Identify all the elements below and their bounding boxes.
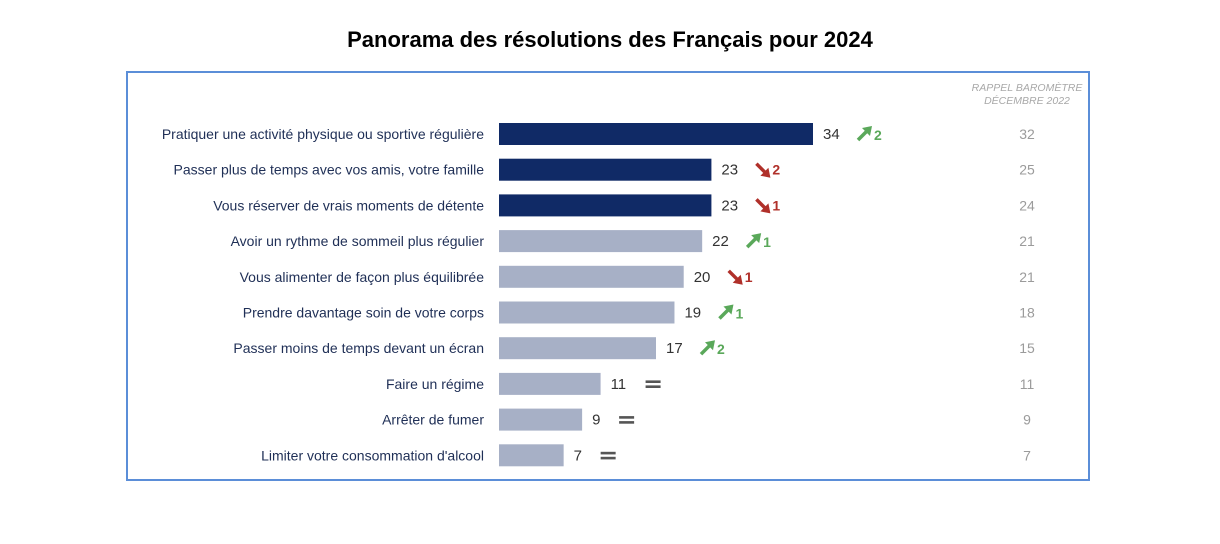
- bar: [499, 194, 712, 217]
- trend-up-arrowhead: [705, 340, 715, 351]
- data-label: 11: [611, 376, 627, 393]
- bar: [499, 408, 583, 431]
- evolution-value: 1: [772, 197, 780, 213]
- reference-value: 7: [1023, 447, 1031, 463]
- data-label: 23: [721, 197, 738, 214]
- bar: [499, 444, 564, 467]
- chart-title: Panorama des résolutions des Français po…: [347, 27, 873, 52]
- category-label: Pratiquer une activité physique ou sport…: [162, 126, 484, 142]
- bar: [499, 265, 684, 288]
- bar: [499, 301, 675, 324]
- equal-icon: [600, 451, 616, 455]
- bar: [499, 230, 703, 253]
- category-label: Passer plus de temps avec vos amis, votr…: [174, 162, 485, 178]
- reference-value: 25: [1019, 162, 1035, 178]
- bar: [499, 337, 656, 360]
- data-label: 34: [823, 126, 840, 143]
- equal-icon: [645, 385, 661, 388]
- reference-header-line: DÉCEMBRE 2022: [984, 94, 1070, 107]
- equal-icon: [600, 456, 616, 460]
- category-label: Vous alimenter de façon plus équilibrée: [240, 269, 485, 285]
- evolution-value: 1: [763, 234, 771, 250]
- reference-value: 9: [1023, 412, 1031, 428]
- reference-value: 21: [1019, 233, 1035, 249]
- trend-down-arrowhead: [732, 274, 743, 285]
- category-label: Limiter votre consommation d'alcool: [261, 447, 484, 463]
- data-label: 19: [684, 305, 701, 322]
- bar: [499, 372, 601, 395]
- evolution-value: 2: [717, 341, 725, 357]
- reference-value: 32: [1019, 126, 1035, 142]
- reference-value: 24: [1019, 197, 1035, 213]
- reference-value: 18: [1019, 305, 1035, 321]
- trend-up-arrowhead: [751, 233, 762, 244]
- data-label: 9: [592, 412, 600, 429]
- trend-down-arrowhead: [760, 203, 771, 214]
- evolution-value: 2: [772, 162, 780, 178]
- category-label: Passer moins de temps devant un écran: [233, 340, 484, 356]
- bar: [499, 123, 813, 145]
- category-label: Arrêter de fumer: [382, 412, 484, 428]
- data-label: 17: [666, 340, 683, 357]
- category-label: Prendre davantage soin de votre corps: [243, 305, 484, 321]
- data-label: 7: [574, 447, 582, 464]
- data-label: 22: [712, 233, 729, 250]
- evolution-value: 1: [745, 269, 753, 285]
- reference-header-line: RAPPEL BAROMÈTRE: [972, 81, 1084, 94]
- reference-value: 21: [1019, 269, 1035, 285]
- reference-value: 11: [1020, 376, 1035, 392]
- trend-down-arrowhead: [760, 167, 771, 178]
- category-label: Avoir un rythme de sommeil plus régulier: [231, 233, 485, 249]
- evolution-value: 2: [874, 127, 882, 143]
- equal-icon: [619, 416, 635, 419]
- reference-value: 15: [1019, 340, 1035, 356]
- equal-icon: [619, 421, 635, 424]
- chart-frame: [126, 71, 1090, 481]
- trend-up-arrowhead: [862, 126, 872, 136]
- data-label: 20: [694, 269, 711, 286]
- bar: [499, 158, 712, 181]
- equal-icon: [645, 380, 661, 383]
- data-label: 23: [721, 162, 738, 179]
- category-label: Faire un régime: [386, 376, 484, 392]
- category-label: Vous réserver de vrais moments de détent…: [213, 197, 484, 213]
- evolution-value: 1: [735, 306, 743, 322]
- trend-up-arrowhead: [723, 304, 734, 315]
